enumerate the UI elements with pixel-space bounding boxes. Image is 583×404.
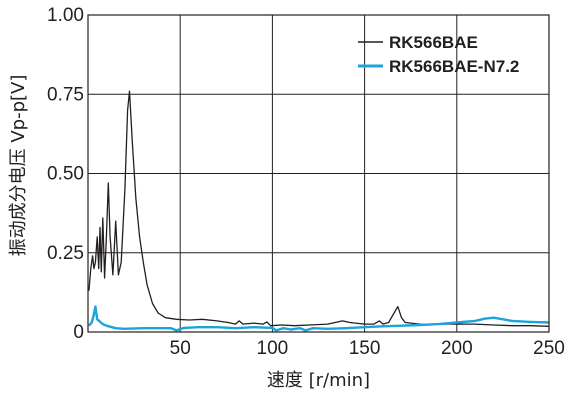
plot-area-frame bbox=[87, 14, 550, 333]
series-line-1 bbox=[88, 90, 550, 327]
y-tick-label: 0 bbox=[73, 322, 84, 343]
legend-label: RK566BAE-N7.2 bbox=[389, 57, 519, 76]
legend-label: RK566BAE bbox=[389, 33, 478, 52]
y-tick-label: 0.75 bbox=[47, 84, 84, 105]
series-lines bbox=[87, 90, 550, 332]
y-axis-title: 振动成分电压 Vp-p[V] bbox=[8, 75, 29, 257]
x-tick-label: 200 bbox=[441, 338, 473, 359]
x-tick-label: 250 bbox=[533, 338, 565, 359]
y-tick-label: 1.00 bbox=[47, 5, 84, 26]
x-tick-label: 50 bbox=[170, 338, 191, 359]
x-axis-title: 速度 [r/min] bbox=[267, 370, 370, 391]
tick-labels: 50 100 150 200 250 0 0.25 0.50 0.75 1.00 bbox=[47, 5, 565, 359]
y-tick-label: 0.50 bbox=[47, 164, 84, 185]
x-tick-label: 100 bbox=[257, 338, 289, 359]
grid-lines bbox=[88, 15, 549, 332]
legend: RK566BAE RK566BAE-N7.2 bbox=[358, 33, 519, 76]
x-tick-label: 150 bbox=[349, 338, 381, 359]
y-tick-label: 0.25 bbox=[47, 243, 84, 264]
series-line-2 bbox=[87, 305, 550, 332]
